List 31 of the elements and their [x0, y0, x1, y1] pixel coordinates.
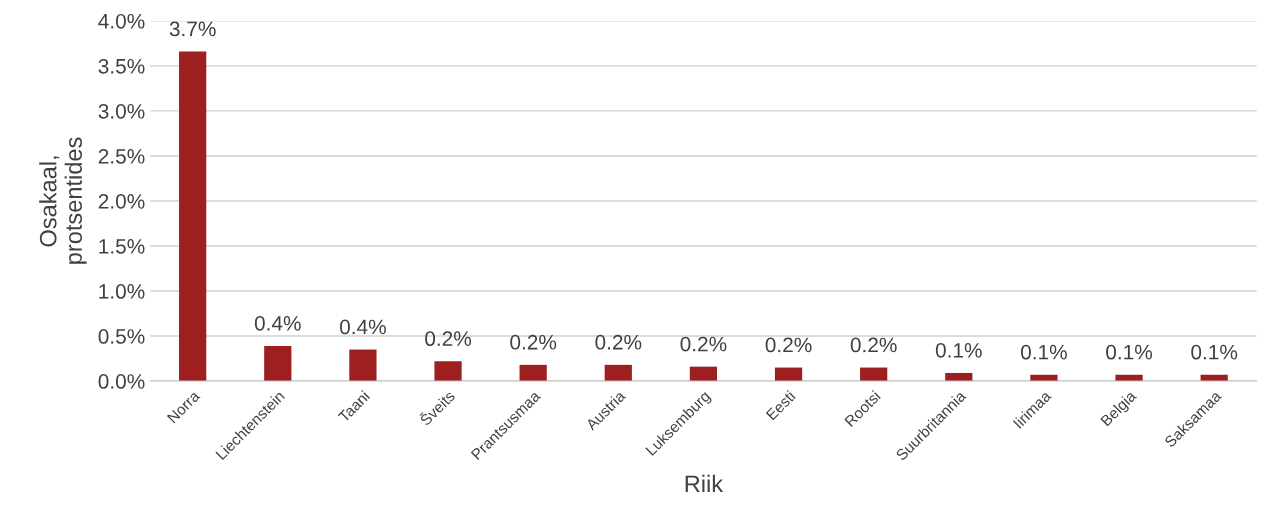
data-label: 0.2%	[595, 334, 642, 350]
y-tick-label: 1.5%	[99, 239, 145, 254]
y-axis-title: Osakaal, protsentides	[39, 137, 87, 264]
y-tick-label: 1.0%	[99, 284, 145, 299]
data-label: 0.1%	[1020, 344, 1067, 360]
y-tick-label: 3.0%	[98, 103, 145, 119]
y-tick-label: 0.0%	[98, 374, 145, 389]
bar	[604, 364, 632, 382]
data-label: 0.4%	[254, 315, 301, 331]
y-tick-label: 3.5%	[98, 58, 145, 74]
x-axis-title: Riik	[685, 474, 724, 492]
data-label: 0.1%	[1191, 344, 1238, 360]
bar	[434, 361, 462, 382]
bar	[179, 51, 207, 382]
bar	[349, 349, 377, 382]
y-tick-label: 2.0%	[98, 193, 145, 209]
data-label: 3.7%	[169, 21, 216, 37]
y-tick-label: 2.5%	[98, 148, 145, 164]
data-label: 0.2%	[765, 337, 812, 353]
data-label: 0.1%	[1106, 344, 1153, 360]
data-label: 0.4%	[339, 319, 386, 335]
bar	[264, 345, 292, 382]
bar	[519, 364, 547, 382]
data-label: 0.2%	[680, 336, 727, 352]
y-tick-label: 0.5%	[98, 329, 145, 344]
data-label: 0.2%	[510, 334, 557, 350]
data-label: 0.1%	[935, 342, 982, 358]
data-label: 0.2%	[850, 337, 897, 353]
bar	[689, 366, 718, 382]
y-tick-label: 4.0%	[98, 13, 145, 29]
data-label: 0.2%	[425, 331, 472, 347]
